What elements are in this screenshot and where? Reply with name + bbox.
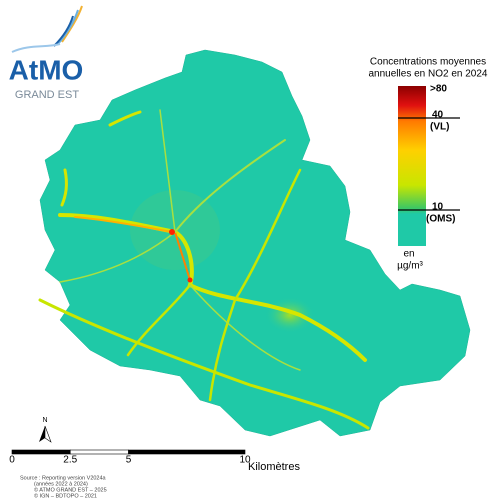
legend-title: annuelles en NO2 en 2024 [369,69,488,80]
legend-title: Concentrations moyennes [370,57,486,68]
scale-label: 0 [9,455,15,466]
north-arrow: N [39,417,52,443]
legend-unit: µg/m³ [397,261,423,272]
source-line: Source : Reporting version V2024a [20,475,107,481]
source-line: © ATMO GRAND EST – 2025 [34,486,107,493]
north-label: N [42,417,47,424]
legend-label: (VL) [430,122,449,133]
city-boundary [39,49,471,437]
scale-segment [128,449,246,455]
scale-label: 10 [239,455,251,466]
legend: Concentrations moyennes annuelles en NO2… [369,57,488,272]
scale-segment [11,449,71,455]
legend-label: (OMS) [426,214,455,225]
map [38,49,471,437]
logo-region: GRAND EST [15,89,79,101]
scale-segment [69,449,129,455]
legend-label: >80 [430,84,447,95]
scale-unit: Kilomètres [248,461,300,473]
color-ramp [398,86,426,246]
scale-label: 5 [126,455,132,466]
scale-label: 2.5 [63,455,77,466]
roads [38,109,370,430]
logo: AtMO GRAND EST [9,5,84,101]
legend-label: 10 [432,202,444,213]
source: Source : Reporting version V2024a (année… [20,475,107,499]
source-line: © IGN – BDTOPO – 2021 [34,492,97,499]
pollution-zone [265,297,315,333]
source-line: (années 2022 à 2024) [34,481,88,487]
legend-unit: en [403,249,414,260]
logo-name: AtMO [9,54,84,85]
legend-label: 40 [432,110,444,121]
